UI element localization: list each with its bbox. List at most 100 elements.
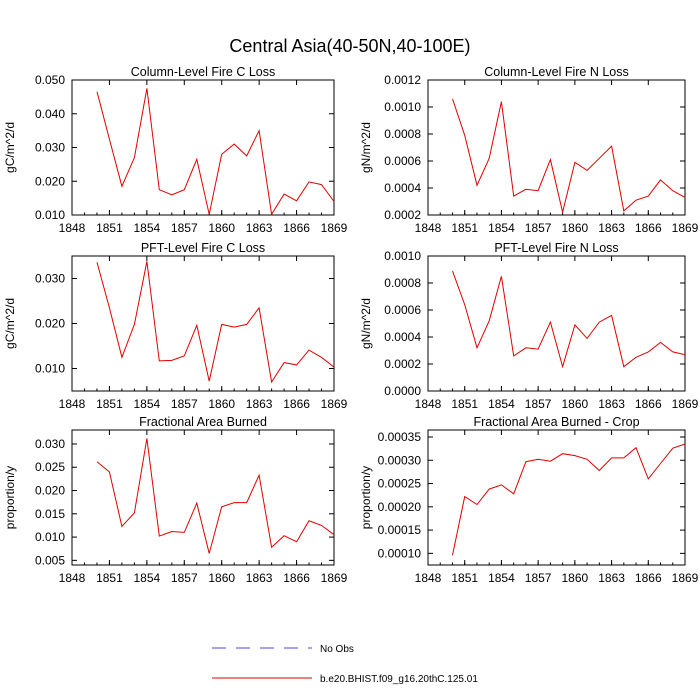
y-axis-label: gN/m^2/d <box>359 298 373 349</box>
y-tick-label: 0.0000 <box>384 384 421 398</box>
y-tick-label: 0.0002 <box>384 208 421 222</box>
y-tick-label: 0.00025 <box>378 477 422 491</box>
x-tick-label: 1869 <box>672 571 699 585</box>
y-axis-label: proportion/y <box>3 466 17 529</box>
y-tick-label: 0.010 <box>35 208 65 222</box>
panel-title: Fractional Area Burned <box>139 415 267 429</box>
y-tick-label: 0.00010 <box>378 546 422 560</box>
x-tick-label: 1866 <box>283 397 310 411</box>
chart-panel-5: Fractional Area Burned proportion/y 1848 18… <box>3 415 348 585</box>
x-tick-label: 1860 <box>208 571 235 585</box>
y-tick-label: 0.0010 <box>384 249 421 263</box>
x-tick-label: 1848 <box>59 571 86 585</box>
plot-frame <box>71 429 335 566</box>
x-tick-label: 1851 <box>451 221 478 235</box>
plot-frame <box>427 255 686 392</box>
y-tick-label: 0.0004 <box>384 181 421 195</box>
chart-panel-1: Column-Level Fire C Loss gC/m^2/d 1848 1851… <box>3 65 348 235</box>
x-tick-label: 1860 <box>562 571 589 585</box>
y-tick-label: 0.0008 <box>384 276 421 290</box>
x-tick-label: 1857 <box>525 221 552 235</box>
x-tick-label: 1866 <box>283 571 310 585</box>
x-tick-label: 1857 <box>171 221 198 235</box>
x-tick-label: 1869 <box>672 221 699 235</box>
y-tick-label: 0.0012 <box>384 73 421 87</box>
y-tick-label: 0.010 <box>35 530 65 544</box>
legend-label-model-run: b.e20.BHIST.f09_g16.20thC.125.01 <box>320 674 478 685</box>
x-tick-label: 1854 <box>134 221 161 235</box>
chart-panel-4: PFT-Level Fire N Loss gN/m^2/d 1848 1851 185… <box>359 241 699 411</box>
y-tick-label: 0.030 <box>35 272 65 286</box>
y-tick-label: 0.0004 <box>384 330 421 344</box>
x-tick-label: 1851 <box>451 571 478 585</box>
y-tick-label: 0.050 <box>35 73 65 87</box>
legend: No Obs b.e20.BHIST.f09_g16.20thC.125.01 <box>212 644 478 685</box>
x-tick-label: 1866 <box>635 571 662 585</box>
x-tick-label: 1860 <box>208 397 235 411</box>
y-tick-label: 0.015 <box>35 507 65 521</box>
y-tick-label: 0.00035 <box>378 430 422 444</box>
series-line <box>452 270 686 369</box>
series-line <box>96 438 335 554</box>
y-tick-label: 0.025 <box>35 460 65 474</box>
x-tick-label: 1848 <box>59 221 86 235</box>
y-tick-label: 0.030 <box>35 141 65 155</box>
panel-title: PFT-Level Fire N Loss <box>494 241 618 255</box>
x-tick-label: 1848 <box>59 397 86 411</box>
figure-title: Central Asia(40-50N,40-100E) <box>229 36 470 56</box>
x-tick-label: 1869 <box>321 397 348 411</box>
x-tick-label: 1869 <box>672 397 699 411</box>
x-tick-label: 1863 <box>598 221 625 235</box>
y-tick-label: 0.010 <box>35 362 65 376</box>
y-tick-label: 0.0008 <box>384 127 421 141</box>
y-tick-label: 0.00020 <box>378 500 422 514</box>
panel-title: Column-Level Fire C Loss <box>131 65 276 79</box>
y-tick-label: 0.0002 <box>384 357 421 371</box>
x-tick-label: 1854 <box>134 571 161 585</box>
x-tick-label: 1848 <box>415 571 442 585</box>
panels: Column-Level Fire C Loss gC/m^2/d 1848 1851… <box>3 65 699 585</box>
x-tick-label: 1848 <box>415 221 442 235</box>
chart-panel-6: Fractional Area Burned - Crop proportion/… <box>359 415 699 585</box>
x-tick-label: 1866 <box>283 221 310 235</box>
y-tick-label: 0.005 <box>35 553 65 567</box>
y-tick-label: 0.020 <box>35 174 65 188</box>
x-tick-label: 1866 <box>635 221 662 235</box>
x-tick-label: 1863 <box>598 397 625 411</box>
x-tick-label: 1863 <box>246 221 273 235</box>
x-tick-label: 1869 <box>321 221 348 235</box>
x-tick-label: 1851 <box>96 221 123 235</box>
chart-panel-2: Column-Level Fire N Loss gN/m^2/d 1848 1851… <box>359 65 699 235</box>
legend-label-no-obs: No Obs <box>320 644 354 655</box>
x-tick-label: 1854 <box>488 397 515 411</box>
y-tick-label: 0.0010 <box>384 100 421 114</box>
x-tick-label: 1857 <box>525 571 552 585</box>
x-tick-label: 1863 <box>246 397 273 411</box>
plot-frame <box>427 79 686 216</box>
series-line <box>96 88 335 216</box>
y-tick-label: 0.040 <box>35 107 65 121</box>
y-axis-label: gN/m^2/d <box>359 122 373 173</box>
y-tick-label: 0.030 <box>35 437 65 451</box>
y-tick-label: 0.00015 <box>378 523 422 537</box>
x-tick-label: 1860 <box>562 221 589 235</box>
y-axis-label: gC/m^2/d <box>3 298 17 349</box>
x-tick-label: 1860 <box>562 397 589 411</box>
y-tick-label: 0.00030 <box>378 453 422 467</box>
panel-title: Fractional Area Burned - Crop <box>473 415 639 429</box>
x-tick-label: 1848 <box>415 397 442 411</box>
panel-title: Column-Level Fire N Loss <box>484 65 629 79</box>
x-tick-label: 1866 <box>635 397 662 411</box>
x-tick-label: 1854 <box>488 571 515 585</box>
x-tick-label: 1854 <box>488 221 515 235</box>
y-tick-label: 0.020 <box>35 317 65 331</box>
x-tick-label: 1854 <box>134 397 161 411</box>
series-line <box>452 443 686 556</box>
panel-title: PFT-Level Fire C Loss <box>141 241 265 255</box>
x-tick-label: 1851 <box>96 571 123 585</box>
x-tick-label: 1857 <box>171 397 198 411</box>
x-tick-label: 1851 <box>451 397 478 411</box>
series-line <box>96 261 335 384</box>
y-tick-label: 0.0006 <box>384 303 421 317</box>
